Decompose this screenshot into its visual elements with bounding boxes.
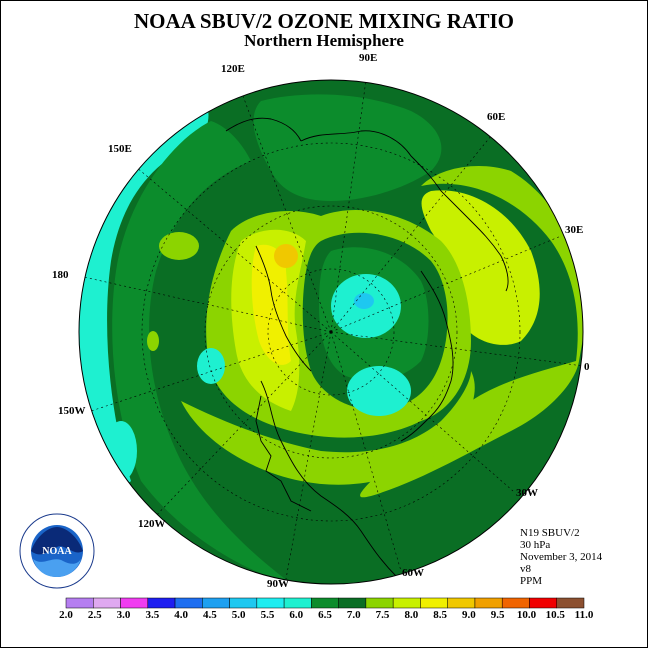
colorbar-swatch	[93, 597, 121, 609]
lon-label-30w: 30W	[516, 487, 538, 499]
colorbar-swatch	[501, 597, 530, 609]
colorbar-swatch	[338, 597, 367, 609]
colorbar-tick-label: 3.0	[116, 609, 131, 621]
colorbar-swatch	[120, 597, 149, 609]
colorbar-tick-label: 7.5	[375, 609, 390, 621]
colorbar-tick-label: 10.0	[516, 609, 537, 621]
colorbar-swatch	[256, 597, 285, 609]
colorbar-tick-label: 4.5	[203, 609, 217, 621]
units-label: PPM	[520, 575, 543, 587]
version-label: v8	[520, 563, 531, 575]
lon-label-120w: 120W	[138, 518, 166, 530]
colorbar-tick-label: 8.0	[404, 609, 419, 621]
colorbar-swatch	[65, 597, 94, 609]
colorbar-swatch	[392, 597, 421, 609]
graticule	[79, 80, 583, 580]
lon-label-90e: 90E	[359, 52, 378, 64]
map-boundary	[78, 79, 584, 585]
lon-label-150w: 150W	[58, 405, 86, 417]
colorbar-swatch	[365, 597, 394, 609]
lon-label-30e: 30E	[565, 224, 584, 236]
colorbar-tick-label: 6.0	[289, 609, 304, 621]
colorbar-swatch	[174, 597, 203, 609]
colorbar-tick-label: 2.0	[59, 609, 73, 621]
colorbar-swatch	[556, 597, 585, 609]
colorbar-swatch	[147, 597, 176, 609]
colorbar-swatch	[474, 597, 503, 609]
lon-label-150e: 150E	[108, 143, 132, 155]
date-label: November 3, 2014	[520, 551, 603, 563]
colorbar	[65, 597, 585, 609]
pressure-level-label: 30 hPa	[520, 539, 551, 551]
colorbar-tick-label: 3.5	[145, 609, 160, 621]
colorbar-swatch	[283, 597, 312, 609]
colorbar-tick-label: 4.0	[174, 609, 188, 621]
colorbar-tick-label: 6.5	[318, 609, 332, 621]
colorbar-swatch	[529, 597, 557, 609]
colorbar-tick-label: 7.0	[346, 609, 361, 621]
colorbar-tick-label: 2.5	[87, 609, 102, 621]
colorbar-tick-label: 5.0	[231, 609, 246, 621]
noaa-logo: NOAA	[19, 513, 95, 589]
satellite-label: N19 SBUV/2	[520, 527, 580, 539]
noaa-logo-text: NOAA	[42, 546, 72, 557]
info-block: N19 SBUV/2 30 hPa November 3, 2014 v8 PP…	[520, 527, 602, 587]
colorbar-swatch	[202, 597, 230, 609]
colorbar-swatch	[311, 597, 339, 609]
colorbar-tick-label: 9.0	[462, 609, 476, 621]
colorbar-swatch	[447, 597, 476, 609]
colorbar-tick-label: 8.5	[433, 609, 447, 621]
colorbar-tick-label: 11.0	[574, 609, 594, 621]
colorbar-tick-label: 5.5	[260, 609, 275, 621]
map-title: NOAA SBUV/2 OZONE MIXING RATIO	[134, 9, 514, 33]
lon-label-90w: 90W	[267, 578, 289, 590]
coastlines	[225, 117, 509, 577]
colorbar-tick-label: 10.5	[545, 609, 565, 621]
lon-label-60e: 60E	[487, 111, 506, 123]
colorbar-swatch	[229, 597, 258, 609]
colorbar-ticks: 2.0 2.5 3.0 3.5 4.0 4.5 5.0 5.5 6.0 6.5 7.0 7.5 8.0 8…	[56, 609, 596, 623]
colorbar-swatch	[420, 597, 448, 609]
map-subtitle: Northern Hemisphere	[244, 31, 404, 50]
lon-label-60w: 60W	[402, 567, 424, 579]
lon-label-180: 180	[52, 269, 69, 281]
lon-label-120e: 120E	[221, 63, 245, 75]
colorbar-tick-label: 9.5	[490, 609, 505, 621]
lon-label-0: 0	[584, 361, 590, 373]
